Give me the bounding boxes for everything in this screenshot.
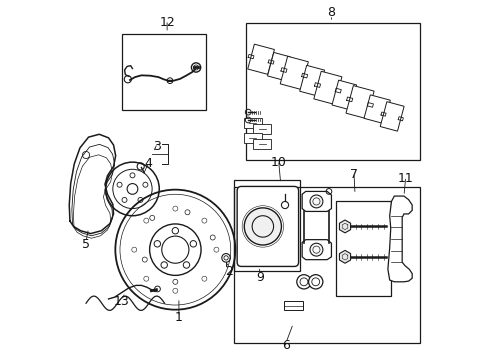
Text: 6: 6 [282,338,290,351]
Circle shape [309,275,323,289]
Circle shape [310,243,323,256]
Text: 3: 3 [153,140,161,153]
Polygon shape [388,196,412,282]
Bar [253,139,271,149]
Text: 11: 11 [398,172,414,185]
Polygon shape [300,66,324,96]
Polygon shape [332,80,357,110]
Polygon shape [302,192,331,211]
Text: 8: 8 [327,6,336,19]
Text: 10: 10 [270,156,287,169]
Bar [234,187,420,342]
Bar [284,301,303,310]
Circle shape [245,208,281,245]
Bar [234,180,300,271]
Polygon shape [380,102,404,131]
Circle shape [297,275,311,289]
Bar [244,133,262,143]
Text: 12: 12 [159,15,175,28]
Text: 9: 9 [256,271,264,284]
Bar [253,124,271,134]
Text: 2: 2 [225,265,233,278]
Polygon shape [340,220,350,233]
Circle shape [310,195,323,208]
Bar [244,118,262,128]
Polygon shape [314,71,342,104]
Bar [336,202,392,296]
Polygon shape [280,56,308,89]
Polygon shape [302,240,331,260]
Text: 4: 4 [145,157,152,170]
Text: 13: 13 [114,295,130,308]
Polygon shape [364,95,391,124]
Polygon shape [346,86,374,119]
Polygon shape [268,53,291,80]
Polygon shape [248,44,274,75]
Bar [245,23,420,160]
Text: 5: 5 [82,238,90,251]
FancyBboxPatch shape [237,186,298,266]
Text: 1: 1 [175,311,183,324]
Text: 7: 7 [350,168,358,181]
Bar [122,33,206,111]
Polygon shape [340,250,350,263]
